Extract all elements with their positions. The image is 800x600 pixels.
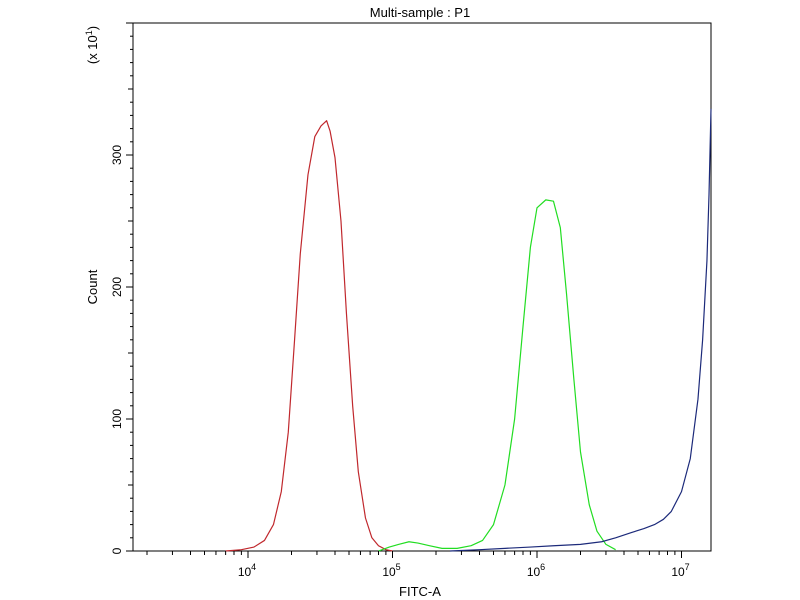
y-axis-title: Count — [85, 269, 100, 304]
x-tick-label: 106 — [527, 562, 545, 579]
y-tick-label: 300 — [110, 145, 124, 165]
x-axis-title: FITC-A — [399, 584, 441, 599]
x-axis-ticks: 104 105 106 107 — [146, 551, 690, 579]
series-line-1 — [225, 120, 393, 552]
y-axis-ticks: 0 100 200 300 — [110, 22, 133, 554]
y-tick-label: 200 — [110, 277, 124, 297]
x-tick-label: 104 — [238, 562, 256, 579]
x-tick-label: 107 — [671, 562, 689, 579]
series-layer — [225, 108, 712, 552]
y-tick-label: 100 — [110, 409, 124, 429]
plot-frame — [132, 22, 712, 552]
x-tick-label: 105 — [382, 562, 400, 579]
chart-title: Multi-sample : P1 — [370, 5, 470, 20]
series-line-3 — [449, 108, 712, 552]
series-line-2 — [378, 199, 616, 552]
y-multiplier-label: (x 101) — [84, 26, 100, 64]
y-tick-label: 0 — [110, 547, 124, 554]
